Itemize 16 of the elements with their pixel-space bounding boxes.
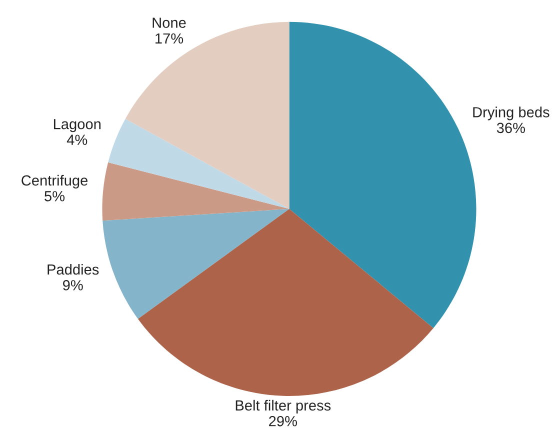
slice-label: Lagoon: [54, 119, 101, 132]
slice-label: Paddies: [48, 264, 99, 275]
data-label: 36%: [496, 122, 525, 134]
data-label: 5%: [44, 191, 65, 202]
pie-slice: [102, 208, 290, 319]
data-label: 29%: [269, 416, 297, 426]
pie-slice: [102, 162, 290, 221]
slice-label: Belt filter press: [236, 400, 331, 414]
pie-slice: [108, 118, 290, 209]
slice-label: None: [152, 18, 186, 28]
data-label: 4%: [66, 134, 88, 145]
slice-label: Centrifuge: [22, 174, 88, 189]
data-label: 17%: [156, 33, 184, 44]
data-label: 9%: [62, 280, 83, 290]
pie-slice: [138, 208, 434, 396]
slice-label: Drying beds: [473, 106, 550, 120]
